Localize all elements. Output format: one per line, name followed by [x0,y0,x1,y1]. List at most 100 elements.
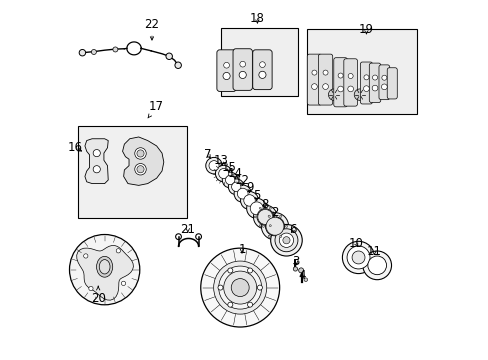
Circle shape [231,182,241,192]
Polygon shape [85,139,108,184]
Circle shape [234,185,251,202]
Text: 12: 12 [234,174,249,187]
Circle shape [381,84,386,90]
Circle shape [337,73,343,78]
Circle shape [259,225,261,226]
Text: 7: 7 [204,148,211,161]
Circle shape [239,61,245,67]
Circle shape [89,286,93,291]
Circle shape [257,210,272,225]
Text: 11: 11 [366,245,381,258]
Circle shape [363,75,368,80]
Circle shape [227,302,232,307]
Polygon shape [77,246,133,300]
Circle shape [323,70,327,75]
Text: 20: 20 [91,286,105,305]
Circle shape [353,89,365,100]
Circle shape [165,53,172,59]
Text: 16: 16 [68,141,82,154]
Circle shape [247,302,252,307]
Circle shape [267,235,270,237]
Circle shape [267,215,270,217]
Circle shape [363,86,368,91]
Circle shape [304,278,307,282]
Circle shape [270,225,302,256]
Circle shape [293,267,297,271]
Circle shape [240,192,258,210]
Circle shape [351,251,364,264]
Circle shape [279,215,281,217]
FancyBboxPatch shape [217,50,236,91]
Circle shape [239,71,246,78]
Circle shape [222,172,238,188]
Circle shape [215,165,231,182]
Circle shape [265,217,284,235]
Circle shape [201,248,279,327]
Text: 21: 21 [180,223,195,236]
FancyBboxPatch shape [306,54,321,105]
Circle shape [298,268,303,273]
FancyBboxPatch shape [386,68,396,99]
Circle shape [259,62,265,67]
Circle shape [121,281,125,285]
Circle shape [83,254,88,258]
Circle shape [244,195,255,206]
Circle shape [213,261,266,314]
Circle shape [346,246,369,269]
Circle shape [223,72,230,80]
Circle shape [228,179,244,195]
Text: 18: 18 [249,12,264,25]
FancyBboxPatch shape [252,50,271,90]
Circle shape [223,271,256,304]
Circle shape [347,73,352,78]
Circle shape [91,49,96,54]
Circle shape [328,89,339,100]
Circle shape [205,157,222,174]
Circle shape [362,251,391,280]
Text: 10: 10 [348,237,363,250]
Circle shape [225,175,234,185]
Text: 1: 1 [238,243,245,256]
Text: 14: 14 [227,167,242,180]
Bar [78,126,187,218]
Text: 5: 5 [252,189,260,202]
FancyBboxPatch shape [360,62,372,104]
Circle shape [259,207,261,209]
Circle shape [93,149,100,157]
Ellipse shape [99,260,110,274]
Circle shape [265,217,284,236]
Circle shape [137,150,144,157]
Circle shape [269,225,271,226]
Text: 4: 4 [298,269,305,282]
Circle shape [246,198,266,219]
Circle shape [279,235,281,237]
Circle shape [322,84,328,89]
Circle shape [247,268,252,273]
Circle shape [218,285,223,290]
Bar [306,30,416,114]
Circle shape [135,148,146,159]
FancyBboxPatch shape [233,49,252,90]
Circle shape [337,86,343,92]
Circle shape [274,216,276,218]
Text: 17: 17 [147,100,164,118]
Circle shape [258,71,265,78]
Circle shape [113,47,118,52]
Circle shape [223,62,229,68]
Circle shape [208,161,219,171]
Text: 19: 19 [358,23,373,36]
Circle shape [274,229,297,252]
Circle shape [250,202,263,215]
FancyBboxPatch shape [343,59,357,106]
Circle shape [342,241,374,274]
Circle shape [69,234,140,305]
Circle shape [218,168,228,179]
Circle shape [257,209,273,225]
Text: 15: 15 [221,161,236,174]
Circle shape [137,166,144,173]
Circle shape [311,84,317,89]
Circle shape [372,75,377,80]
Circle shape [279,233,293,247]
Text: 2: 2 [270,207,278,220]
Text: 22: 22 [144,18,159,40]
